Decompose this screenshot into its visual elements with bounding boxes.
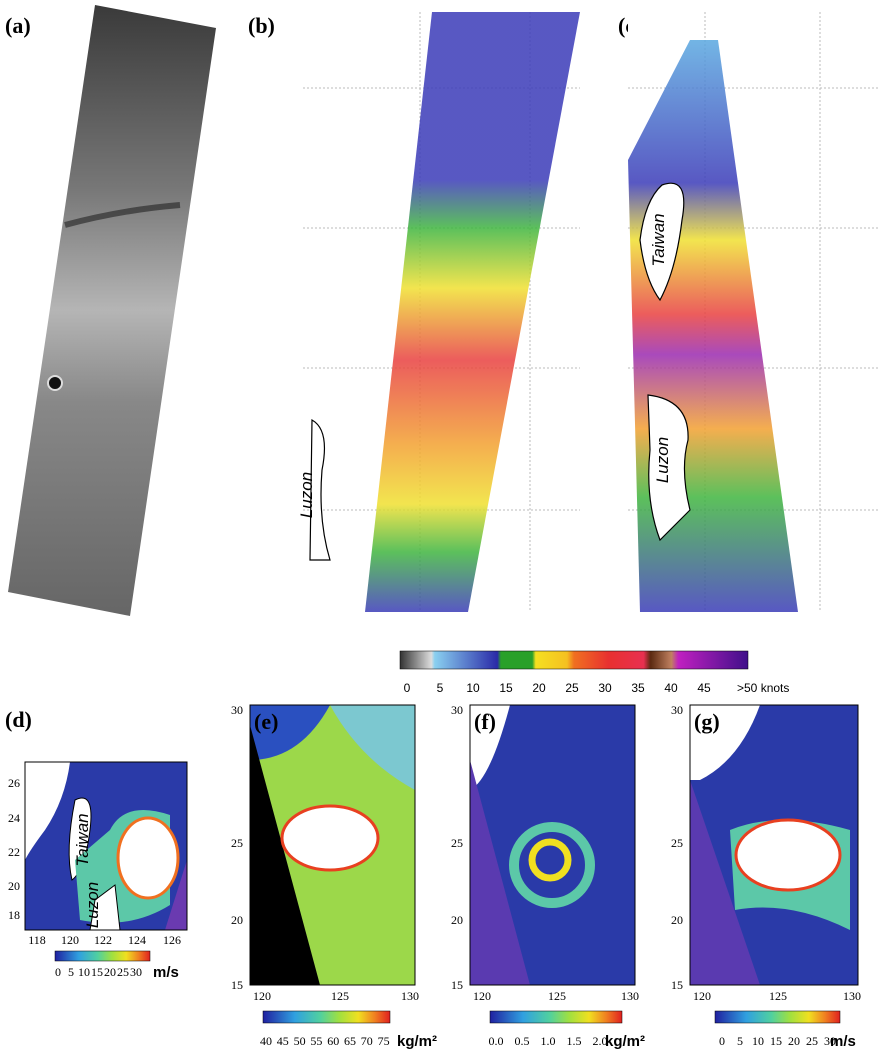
colorbar-tick-label: 55 bbox=[310, 1034, 322, 1048]
x-tick-label: 130 bbox=[621, 989, 639, 1003]
colorbar-tick-label: 1.5 bbox=[567, 1034, 582, 1048]
colorbar-tick-label: 20 bbox=[788, 1034, 800, 1048]
y-tick-label: 18 bbox=[8, 908, 20, 922]
map-f: (f) bbox=[470, 705, 635, 985]
colorbar-tick-label: 75 bbox=[378, 1034, 390, 1048]
sar-image bbox=[8, 5, 216, 616]
colorbar-tick-label: 25 bbox=[806, 1034, 818, 1048]
colorbar-tick-label: 20 bbox=[532, 681, 546, 695]
colorbar-tick-label: 40 bbox=[260, 1034, 272, 1048]
y-tick-label: 15 bbox=[231, 978, 243, 992]
x-tick-label: 125 bbox=[769, 989, 787, 1003]
colorbar-tick-label: 65 bbox=[344, 1034, 356, 1048]
colorbar-tick-label: 1.0 bbox=[541, 1034, 556, 1048]
colorbar-unit: kg/m² bbox=[397, 1033, 437, 1050]
map-e: (e) bbox=[250, 705, 415, 985]
map-g: (g) bbox=[690, 705, 858, 985]
x-tick-label: 120 bbox=[473, 989, 491, 1003]
high-value bbox=[282, 806, 378, 870]
y-tick-label: 20 bbox=[231, 913, 243, 927]
colorbar-unit: m/s bbox=[153, 964, 179, 981]
colorbar-tick-label: 25 bbox=[117, 965, 129, 979]
colorbar-tick-label: 0.0 bbox=[489, 1034, 504, 1048]
y-tick-label: 25 bbox=[231, 836, 243, 850]
colorbar bbox=[263, 1011, 390, 1023]
x-tick-label: 122 bbox=[94, 933, 112, 947]
y-tick-label: 20 bbox=[671, 913, 683, 927]
colorbar-tick-label: 5 bbox=[68, 965, 74, 979]
x-tick-label: 125 bbox=[331, 989, 349, 1003]
y-tick-label: 30 bbox=[451, 703, 463, 717]
colorbar-tick-label: 45 bbox=[277, 1034, 289, 1048]
colorbar-tick-label: 5 bbox=[737, 1034, 743, 1048]
colorbar-tick-label: 60 bbox=[327, 1034, 339, 1048]
map-b: Luzon bbox=[297, 12, 580, 612]
colorbar-tick-label: 15 bbox=[499, 681, 513, 695]
colorbar-tick-label: 10 bbox=[466, 681, 480, 695]
y-tick-label: 15 bbox=[671, 978, 683, 992]
panel-label: (e) bbox=[254, 709, 278, 734]
colorbar-tick-label: 10 bbox=[78, 965, 90, 979]
colorbar-tick-label: 40 bbox=[664, 681, 678, 695]
place-label: Luzon bbox=[653, 437, 672, 483]
place-label: Taiwan bbox=[649, 213, 668, 266]
y-tick-label: 30 bbox=[671, 703, 683, 717]
y-tick-label: 25 bbox=[671, 836, 683, 850]
colorbar-unit: kg/m² bbox=[605, 1033, 645, 1050]
high-wind bbox=[118, 818, 178, 898]
typhoon-eye bbox=[48, 376, 62, 390]
y-tick-label: 20 bbox=[8, 879, 20, 893]
panel-label: (f) bbox=[474, 709, 496, 734]
high-wind bbox=[736, 820, 840, 890]
colorbar-tick-label: 5 bbox=[437, 681, 444, 695]
colorbar-tick-label: 35 bbox=[631, 681, 645, 695]
colorbar-tick-label: 10 bbox=[752, 1034, 764, 1048]
y-tick-label: 15 bbox=[451, 978, 463, 992]
figure: (a) (b) (c) (d) Luzon Taiwan Luzon bbox=[0, 0, 880, 1061]
colorbar-tick-label: 45 bbox=[697, 681, 711, 695]
colorbar-tick-label: 15 bbox=[91, 965, 103, 979]
x-tick-label: 125 bbox=[548, 989, 566, 1003]
colorbar bbox=[55, 951, 150, 961]
colorbar-tick-label: 20 bbox=[104, 965, 116, 979]
x-tick-label: 130 bbox=[401, 989, 419, 1003]
colorbar-tick-label: 70 bbox=[361, 1034, 373, 1048]
colorbar-unit: m/s bbox=[830, 1033, 856, 1050]
y-tick-label: 26 bbox=[8, 776, 20, 790]
colorbar-tick-label: 30 bbox=[130, 965, 142, 979]
place-label: Luzon bbox=[297, 472, 316, 518]
panel-label: (g) bbox=[694, 709, 720, 734]
colorbar-tick-label: >50 knots bbox=[737, 681, 789, 695]
colorbar-tick-label: 0 bbox=[719, 1034, 725, 1048]
colorbar bbox=[400, 651, 748, 669]
colorbar-tick-label: 0 bbox=[55, 965, 61, 979]
y-tick-label: 24 bbox=[8, 811, 20, 825]
colorbar-tick-label: 0 bbox=[404, 681, 411, 695]
colorbar-tick-label: 30 bbox=[598, 681, 612, 695]
y-tick-label: 25 bbox=[451, 836, 463, 850]
panel-label: (a) bbox=[5, 13, 31, 38]
place-label: Taiwan bbox=[73, 813, 92, 866]
x-tick-label: 126 bbox=[163, 933, 181, 947]
x-tick-label: 130 bbox=[843, 989, 861, 1003]
map-c: Taiwan Luzon bbox=[628, 12, 878, 612]
x-tick-label: 118 bbox=[28, 933, 46, 947]
panel-label: (d) bbox=[5, 707, 32, 732]
x-tick-label: 120 bbox=[253, 989, 271, 1003]
x-tick-label: 124 bbox=[128, 933, 146, 947]
colorbar-tick-label: 50 bbox=[294, 1034, 306, 1048]
colorbar bbox=[715, 1011, 840, 1023]
x-tick-label: 120 bbox=[693, 989, 711, 1003]
colorbar bbox=[490, 1011, 622, 1023]
colorbar-tick-label: 0.5 bbox=[515, 1034, 530, 1048]
colorbar-tick-label: 15 bbox=[770, 1034, 782, 1048]
y-tick-label: 30 bbox=[231, 703, 243, 717]
place-label: Luzon bbox=[83, 882, 102, 928]
panel-label: (b) bbox=[248, 13, 275, 38]
y-tick-label: 22 bbox=[8, 845, 20, 859]
colorbar-tick-label: 25 bbox=[565, 681, 579, 695]
x-tick-label: 120 bbox=[61, 933, 79, 947]
map-d: Taiwan Luzon bbox=[25, 762, 187, 930]
y-tick-label: 20 bbox=[451, 913, 463, 927]
